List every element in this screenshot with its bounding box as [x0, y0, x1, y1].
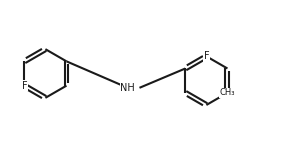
Text: F: F	[204, 51, 209, 61]
Text: NH: NH	[120, 83, 135, 93]
Text: CH₃: CH₃	[220, 88, 235, 97]
Text: F: F	[22, 81, 27, 91]
